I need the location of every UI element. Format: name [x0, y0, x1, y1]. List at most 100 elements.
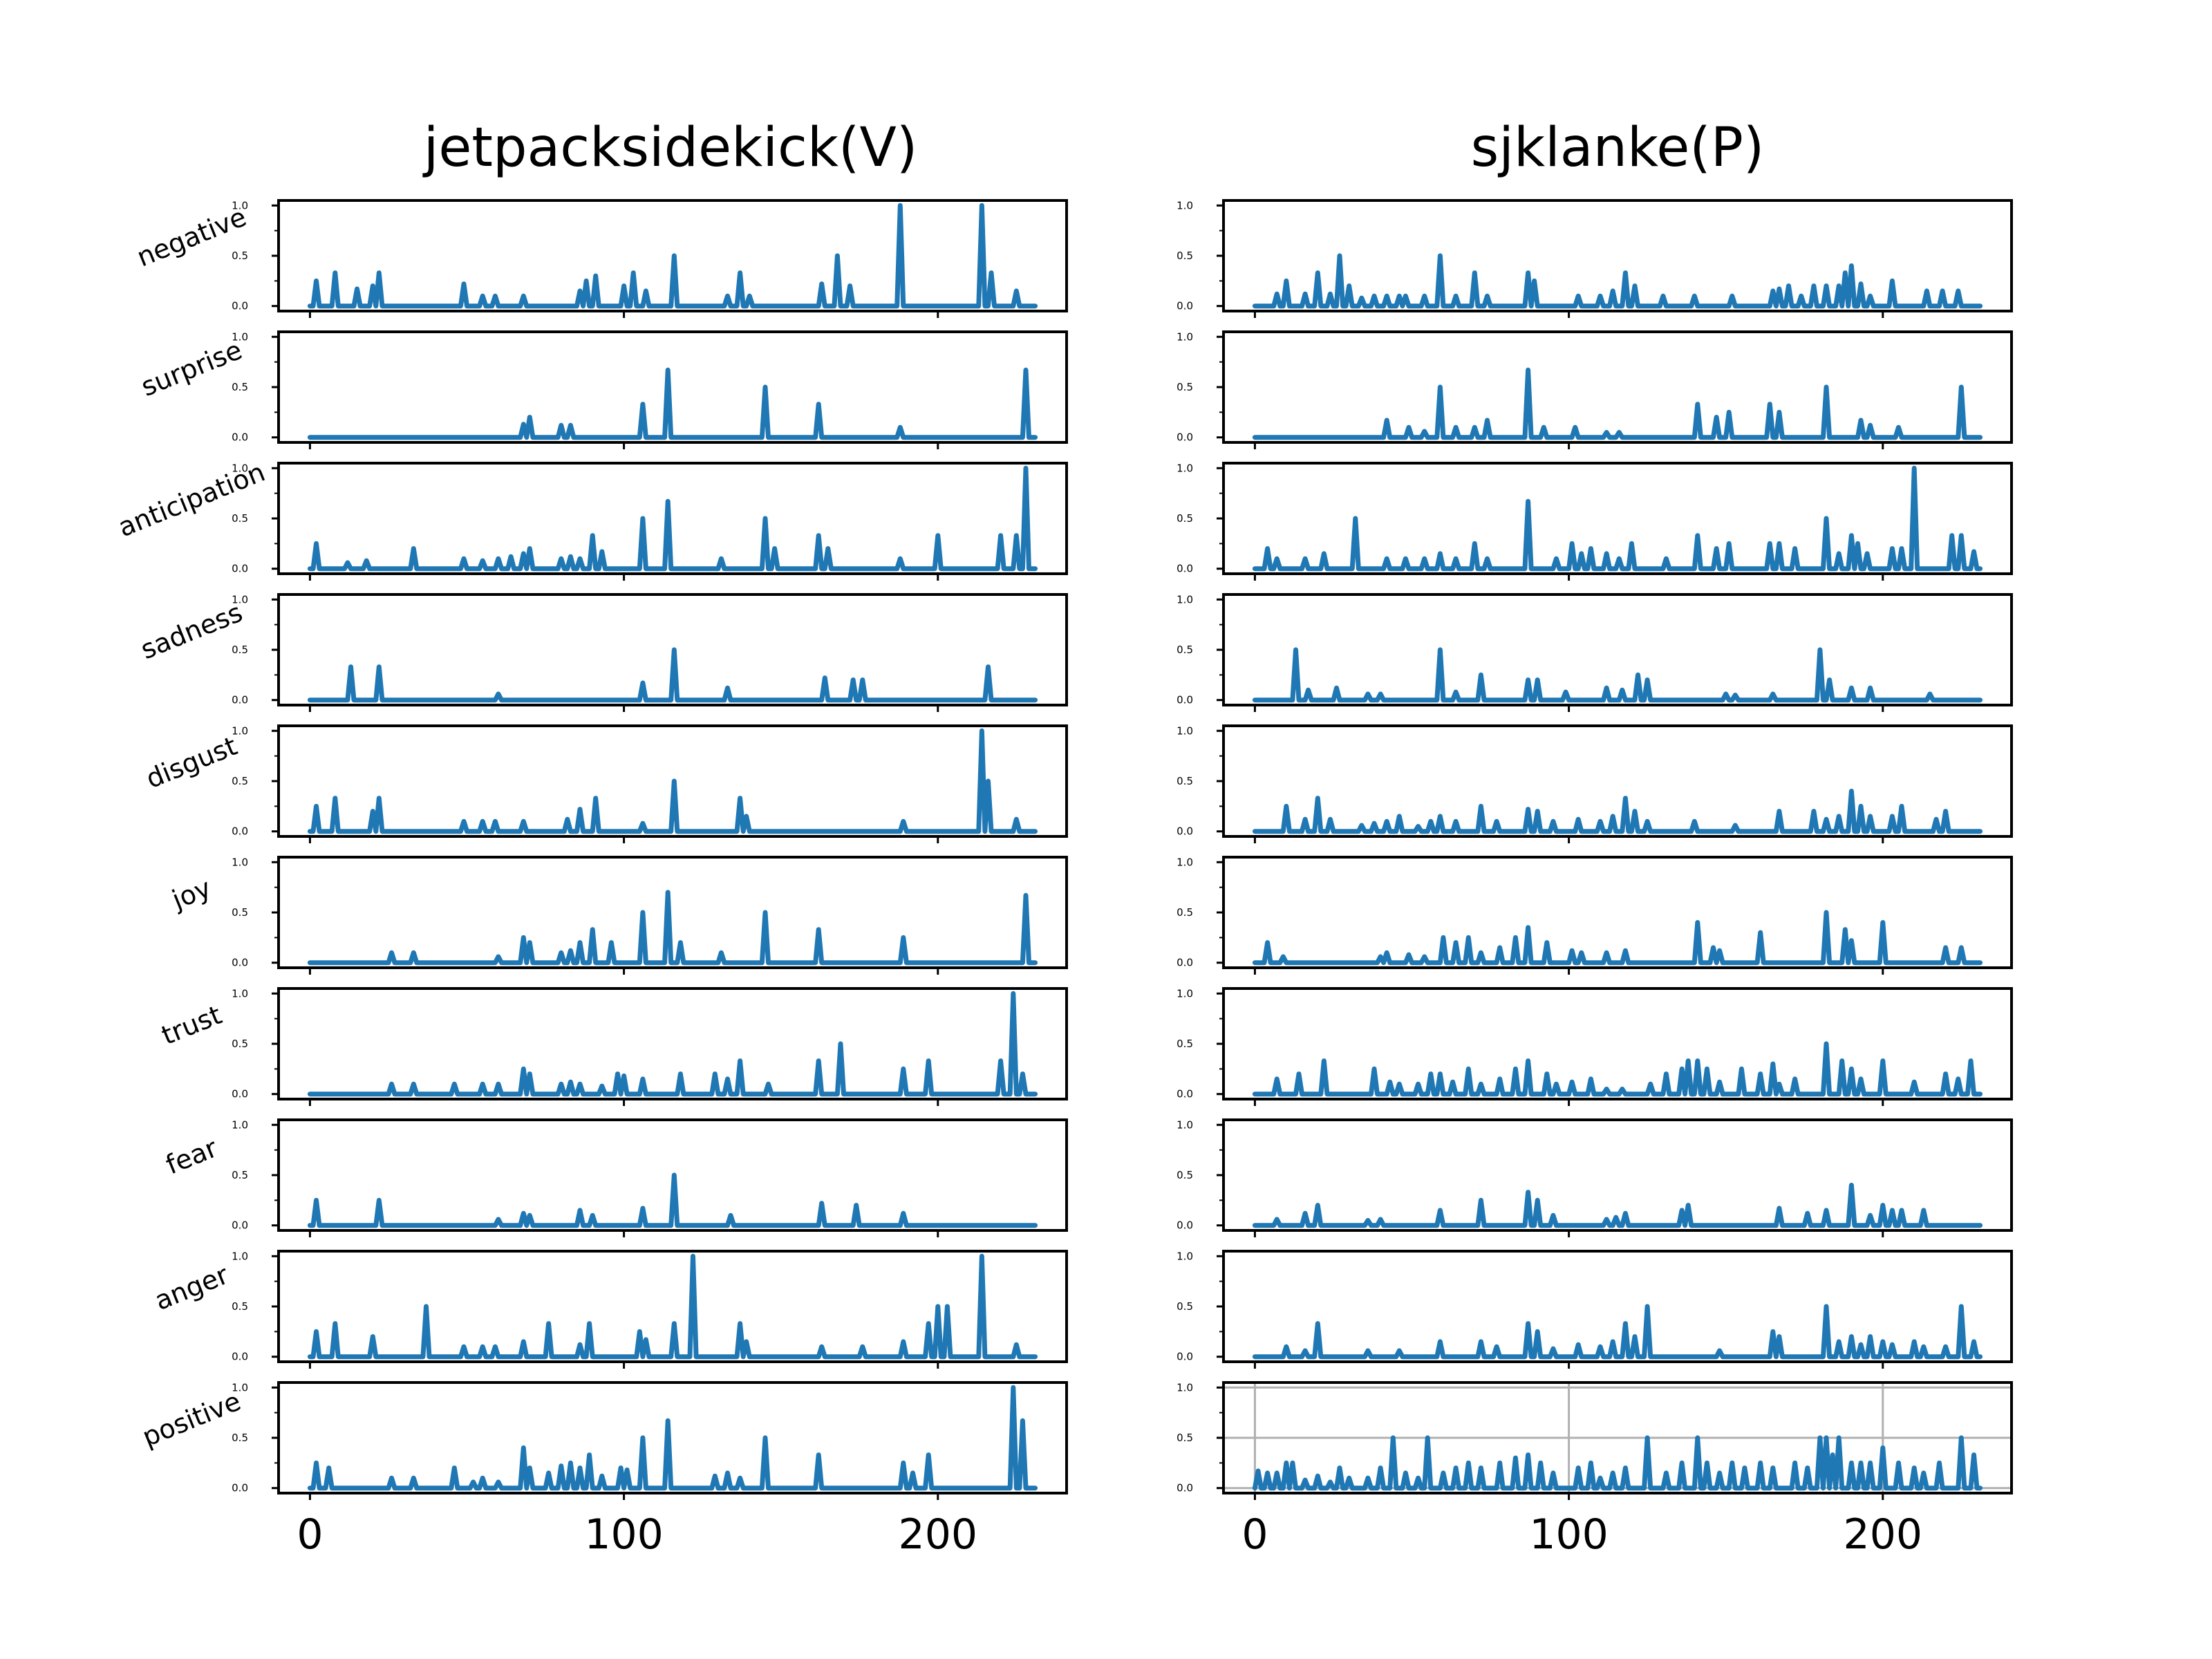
panel-frame [277, 856, 1068, 969]
panel-frame [277, 987, 1068, 1100]
y-tick-label: 0.0 [1177, 1088, 1193, 1100]
panel-right-surprise: 0.0 0.5 1.0 [1177, 330, 2013, 449]
series-line-disgust [1252, 789, 1983, 834]
y-tick-label: 0.0 [1177, 431, 1193, 444]
y-tick-label: 0.5 [232, 381, 248, 393]
y-tick-label: 0.0 [232, 431, 248, 444]
x-tick-label: 0 [1241, 1510, 1268, 1559]
y-tick-label: 0.5 [232, 1169, 248, 1181]
y-tick-label: 0.5 [1177, 906, 1193, 919]
y-tick-label: 0.5 [232, 775, 248, 787]
panel-frame [1222, 1118, 2013, 1232]
x-tick-label: 200 [1844, 1510, 1923, 1559]
y-tick-label: 0.0 [1177, 1219, 1193, 1232]
y-tick-label: 1.0 [232, 199, 248, 212]
y-tick-label: 1.0 [232, 724, 248, 737]
series-line-joy [1252, 910, 1983, 966]
y-tick-label: 0.0 [1177, 300, 1193, 312]
y-tick-label: 1.0 [1177, 1381, 1193, 1394]
panel-frame [277, 1118, 1068, 1232]
series-line-negative [307, 203, 1038, 309]
series-line-negative [1252, 253, 1983, 309]
y-tick-label: 0.0 [232, 1088, 248, 1100]
y-tick-label: 1.0 [232, 987, 248, 1000]
series-line-positive [1252, 1435, 1983, 1491]
y-tick-label: 0.5 [1177, 1169, 1193, 1181]
x-tick-label: 100 [584, 1510, 664, 1559]
y-tick-label: 0.5 [1177, 1038, 1193, 1050]
y-tick-label: 0.5 [232, 906, 248, 919]
y-tick-label: 0.5 [232, 250, 248, 262]
y-tick-label: 0.0 [232, 1351, 248, 1363]
y-tick-label: 1.0 [1177, 1250, 1193, 1262]
y-tick-label: 0.5 [1177, 1432, 1193, 1444]
y-tick-label: 0.0 [232, 300, 248, 312]
series-line-disgust [307, 728, 1038, 834]
column-title-left: jetpacksidekick(V) [422, 117, 918, 179]
series-line-surprise [1252, 367, 1983, 440]
series-line-anticipation [1252, 465, 1983, 572]
y-tick-label: 1.0 [232, 1381, 248, 1394]
series-line-anger [1252, 1304, 1983, 1360]
y-tick-label: 0.0 [232, 1219, 248, 1232]
y-tick-label: 0.0 [1177, 1482, 1193, 1494]
series-line-joy [307, 890, 1038, 966]
y-tick-label: 0.0 [232, 825, 248, 838]
panel-frame [1222, 987, 2013, 1100]
series-line-trust [1252, 1041, 1983, 1097]
y-tick-label: 0.5 [1177, 775, 1193, 787]
x-tick-label: 100 [1529, 1510, 1609, 1559]
y-tick-label: 0.0 [232, 563, 248, 575]
y-tick-label: 1.0 [232, 1250, 248, 1262]
y-tick-label: 0.0 [1177, 825, 1193, 838]
y-tick-label: 0.0 [1177, 694, 1193, 706]
y-tick-label: 1.0 [1177, 462, 1193, 474]
panel-right-positive: 0.0 0.5 1.0 [1177, 1381, 2013, 1500]
y-tick-label: 0.5 [232, 1300, 248, 1313]
y-tick-label: 1.0 [1177, 856, 1193, 868]
panel-right-joy: 0.0 0.5 1.0 [1177, 856, 2013, 975]
y-tick-label: 0.5 [232, 1038, 248, 1050]
series-line-anticipation [307, 465, 1038, 572]
y-tick-label: 0.5 [1177, 644, 1193, 656]
panel-frame [277, 724, 1068, 838]
y-tick-label: 0.0 [232, 957, 248, 969]
panel-frame [277, 199, 1068, 312]
panel-right-disgust: 0.0 0.5 1.0 [1177, 724, 2013, 843]
y-tick-label: 1.0 [232, 593, 248, 606]
y-tick-label: 1.0 [232, 1118, 248, 1131]
series-line-fear [307, 1172, 1038, 1228]
y-tick-label: 0.5 [232, 512, 248, 525]
y-tick-label: 0.5 [232, 644, 248, 656]
panel-frame [277, 593, 1068, 706]
series-line-surprise [307, 367, 1038, 440]
y-tick-label: 0.0 [1177, 957, 1193, 969]
panel-frame [1222, 593, 2013, 706]
panel-frame [277, 1381, 1068, 1494]
panel-right-anger: 0.0 0.5 1.0 [1177, 1250, 2013, 1369]
series-line-sadness [307, 647, 1038, 703]
panel-right-anticipation: 0.0 0.5 1.0 [1177, 462, 2013, 581]
x-tick-label: 0 [297, 1510, 323, 1559]
panel-frame [1222, 856, 2013, 969]
series-line-trust [307, 991, 1038, 1097]
x-tick-label: 200 [899, 1510, 978, 1559]
panel-frame [1222, 199, 2013, 312]
series-line-anger [307, 1253, 1038, 1360]
y-tick-label: 1.0 [1177, 593, 1193, 606]
y-tick-label: 0.5 [1177, 250, 1193, 262]
panel-frame [277, 330, 1068, 444]
series-line-sadness [1252, 647, 1983, 703]
series-line-fear [1252, 1183, 1983, 1228]
panel-frame [1222, 724, 2013, 838]
column-title-right: sjklanke(P) [1471, 117, 1765, 179]
y-tick-label: 1.0 [232, 462, 248, 474]
panel-frame [1222, 1381, 2013, 1494]
y-tick-label: 0.0 [232, 1482, 248, 1494]
y-tick-label: 1.0 [1177, 724, 1193, 737]
y-tick-label: 0.0 [1177, 563, 1193, 575]
y-tick-label: 1.0 [1177, 330, 1193, 343]
y-tick-label: 0.5 [1177, 381, 1193, 393]
panel-frame [1222, 462, 2013, 575]
